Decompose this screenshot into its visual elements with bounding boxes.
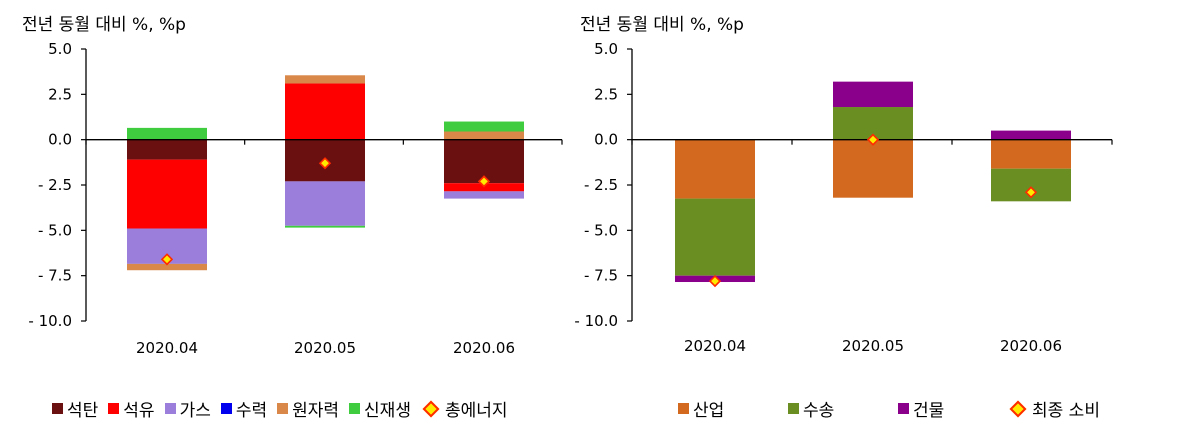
y-tick-label: - 2.5 [38, 176, 72, 194]
bar-segment-수송-2020.04 [675, 198, 755, 276]
bar-segment-신재생-2020.06 [444, 121, 524, 132]
bar-segment-신재생-2020.04 [127, 127, 207, 140]
bar-segment-석탄-2020.04 [127, 139, 207, 160]
legend-label: 석탄 [67, 401, 99, 421]
y-tick-label: - 7.5 [584, 267, 618, 285]
total-marker-2020.04 [708, 274, 722, 288]
y-tick-label: 0.0 [594, 131, 618, 149]
legend-swatch [164, 403, 176, 414]
legend-label: 가스 [179, 401, 211, 421]
bar-segment-산업-2020.06 [991, 139, 1071, 169]
bar-segment-원자력-2020.05 [285, 75, 365, 84]
legend-item-총에너지: 총에너지 [421, 396, 508, 421]
legend-swatch [349, 403, 361, 414]
y-tick-label: 0.0 [48, 131, 72, 149]
total-marker-2020.04 [160, 253, 174, 266]
legend-diamond-marker [1009, 400, 1027, 417]
x-category-label: 2020.04 [684, 337, 746, 355]
x-category-label: 2020.05 [294, 339, 356, 357]
bar-segment-신재생-2020.05 [285, 225, 365, 228]
total-marker-2020.05 [318, 157, 332, 170]
bar-segment-원자력-2020.04 [127, 263, 207, 271]
total-marker-2020.06 [1024, 186, 1038, 199]
y-tick-label: - 7.5 [38, 267, 72, 285]
x-category-label: 2020.04 [136, 339, 198, 357]
bar-segment-석유-2020.05 [285, 83, 365, 140]
y-tick-label: - 10.0 [28, 312, 72, 330]
legend-swatch [788, 403, 799, 414]
legend-item-최종 소비: 최종 소비 [1008, 396, 1100, 421]
y-tick-label: 5.0 [48, 40, 72, 58]
legend-item-수력: 수력 [220, 396, 268, 421]
legend-label: 최종 소비 [1032, 401, 1100, 421]
legend-swatch [52, 403, 63, 414]
legend-item-신재생: 신재생 [349, 396, 411, 421]
legend-label: 석유 [123, 401, 155, 421]
bar-segment-석유-2020.04 [127, 159, 207, 229]
legend-label: 신재생 [364, 401, 411, 421]
legend-diamond-marker [422, 400, 440, 417]
x-category-label: 2020.05 [842, 337, 904, 355]
legend-swatch [108, 403, 120, 414]
y-tick-label: 2.5 [48, 85, 72, 103]
x-category-label: 2020.06 [1000, 337, 1062, 355]
x-category-label: 2020.06 [453, 339, 515, 357]
legend-swatch [277, 403, 289, 414]
legend-label: 총에너지 [444, 401, 508, 421]
bar-segment-건물-2020.06 [991, 130, 1071, 140]
legend-swatch [898, 403, 909, 414]
legend-item-건물: 건물 [898, 396, 1008, 421]
y-tick-label: - 10.0 [574, 312, 618, 330]
legend-left: 석탄 석유 가스 수력 원자력 신재생 총에너지 [52, 396, 518, 421]
bar-segment-산업-2020.05 [833, 139, 913, 198]
total-marker-2020.05 [866, 133, 880, 146]
legend-label: 수력 [235, 401, 268, 421]
chart-right-unit-label: 전년 동월 대비 %, %p [580, 15, 744, 35]
y-tick-label: 2.5 [594, 85, 618, 103]
legend-swatch [220, 403, 232, 414]
legend-label: 원자력 [292, 401, 340, 421]
y-tick-label: - 2.5 [584, 176, 618, 194]
bar-segment-가스-2020.06 [444, 191, 524, 199]
bar-segment-건물-2020.05 [833, 81, 913, 108]
legend-right: 산업 수송 건물 최종 소비 [678, 396, 1100, 421]
y-tick-label: - 5.0 [584, 221, 618, 239]
legend-item-수송: 수송 [788, 396, 898, 421]
bar-segment-가스-2020.05 [285, 181, 365, 226]
legend-item-석탄: 석탄 [52, 396, 98, 421]
bar-segment-원자력-2020.06 [444, 131, 524, 140]
y-tick-label: - 5.0 [38, 221, 72, 239]
legend-item-석유: 석유 [108, 396, 155, 421]
legend-item-가스: 가스 [164, 396, 211, 421]
legend-label: 수송 [803, 401, 835, 421]
legend-label: 건물 [913, 401, 945, 421]
legend-item-산업: 산업 [678, 396, 788, 421]
y-tick-label: 5.0 [594, 40, 618, 58]
legend-item-원자력: 원자력 [277, 396, 339, 421]
total-marker-2020.06 [477, 175, 491, 188]
legend-label: 산업 [693, 401, 725, 421]
bar-segment-산업-2020.04 [675, 139, 755, 199]
chart-left-unit-label: 전년 동월 대비 %, %p [22, 15, 186, 35]
legend-swatch [678, 403, 689, 414]
